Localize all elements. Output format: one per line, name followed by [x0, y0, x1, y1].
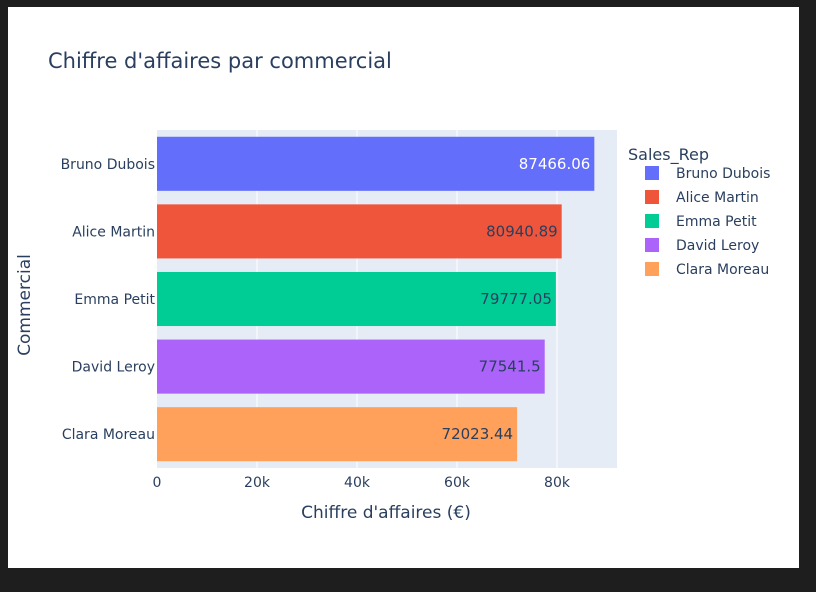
- legend-label: Emma Petit: [676, 214, 757, 230]
- legend-item[interactable]: David Leroy: [645, 238, 759, 254]
- bar-value-label: 79777.05: [480, 290, 552, 308]
- bar-value-label: 72023.44: [442, 425, 514, 443]
- legend-swatch: [645, 262, 659, 276]
- bar-value-label: 77541.5: [479, 358, 541, 376]
- bars: 87466.06 80940.89 79777.05 77541.5 72023.44: [157, 136, 595, 462]
- bar[interactable]: [157, 271, 556, 327]
- chart-container: Chiffre d'affaires par commercial 87466.…: [8, 7, 799, 568]
- legend-swatch: [645, 166, 659, 180]
- y-tick-labels: Bruno Dubois Alice Martin Emma Petit David …: [61, 157, 156, 443]
- x-tick-label: 40k: [344, 475, 371, 491]
- legend-label: Bruno Dubois: [676, 166, 770, 182]
- y-tick-label: Emma Petit: [74, 292, 155, 308]
- bar[interactable]: [157, 407, 518, 462]
- bar[interactable]: [157, 339, 545, 394]
- y-tick-label: Clara Moreau: [62, 427, 155, 443]
- legend-item[interactable]: Clara Moreau: [645, 262, 769, 278]
- y-tick-label: Bruno Dubois: [61, 157, 155, 173]
- x-tick-label: 60k: [444, 475, 471, 491]
- bar-value-label: 80940.89: [486, 222, 558, 240]
- legend-item[interactable]: Alice Martin: [645, 190, 759, 206]
- legend-label: David Leroy: [676, 238, 759, 254]
- legend-swatch: [645, 214, 659, 228]
- legend-swatch: [645, 238, 659, 252]
- y-tick-label: Alice Martin: [72, 224, 155, 240]
- bar-chart: Chiffre d'affaires par commercial 87466.…: [15, 49, 770, 523]
- x-axis-title: Chiffre d'affaires (€): [301, 503, 471, 523]
- legend-swatch: [645, 190, 659, 204]
- bar-value-label: 87466.06: [519, 155, 591, 173]
- x-tick-label: 80k: [544, 475, 571, 491]
- legend-label: Alice Martin: [676, 190, 759, 206]
- legend-item[interactable]: Bruno Dubois: [645, 166, 770, 182]
- legend-label: Clara Moreau: [676, 262, 769, 278]
- x-tick-label: 0: [153, 475, 162, 491]
- legend-title: Sales_Rep: [628, 145, 709, 165]
- x-tick-labels: 0 20k 40k 60k 80k: [153, 475, 571, 491]
- y-axis-title: Commercial: [15, 254, 35, 356]
- legend[interactable]: Sales_Rep Bruno Dubois Alice Martin Emma P…: [628, 145, 770, 278]
- bar[interactable]: [157, 136, 595, 191]
- x-tick-label: 20k: [244, 475, 271, 491]
- y-tick-label: David Leroy: [72, 360, 155, 376]
- bar[interactable]: [157, 204, 562, 259]
- legend-item[interactable]: Emma Petit: [645, 214, 757, 230]
- chart-title: Chiffre d'affaires par commercial: [48, 49, 392, 73]
